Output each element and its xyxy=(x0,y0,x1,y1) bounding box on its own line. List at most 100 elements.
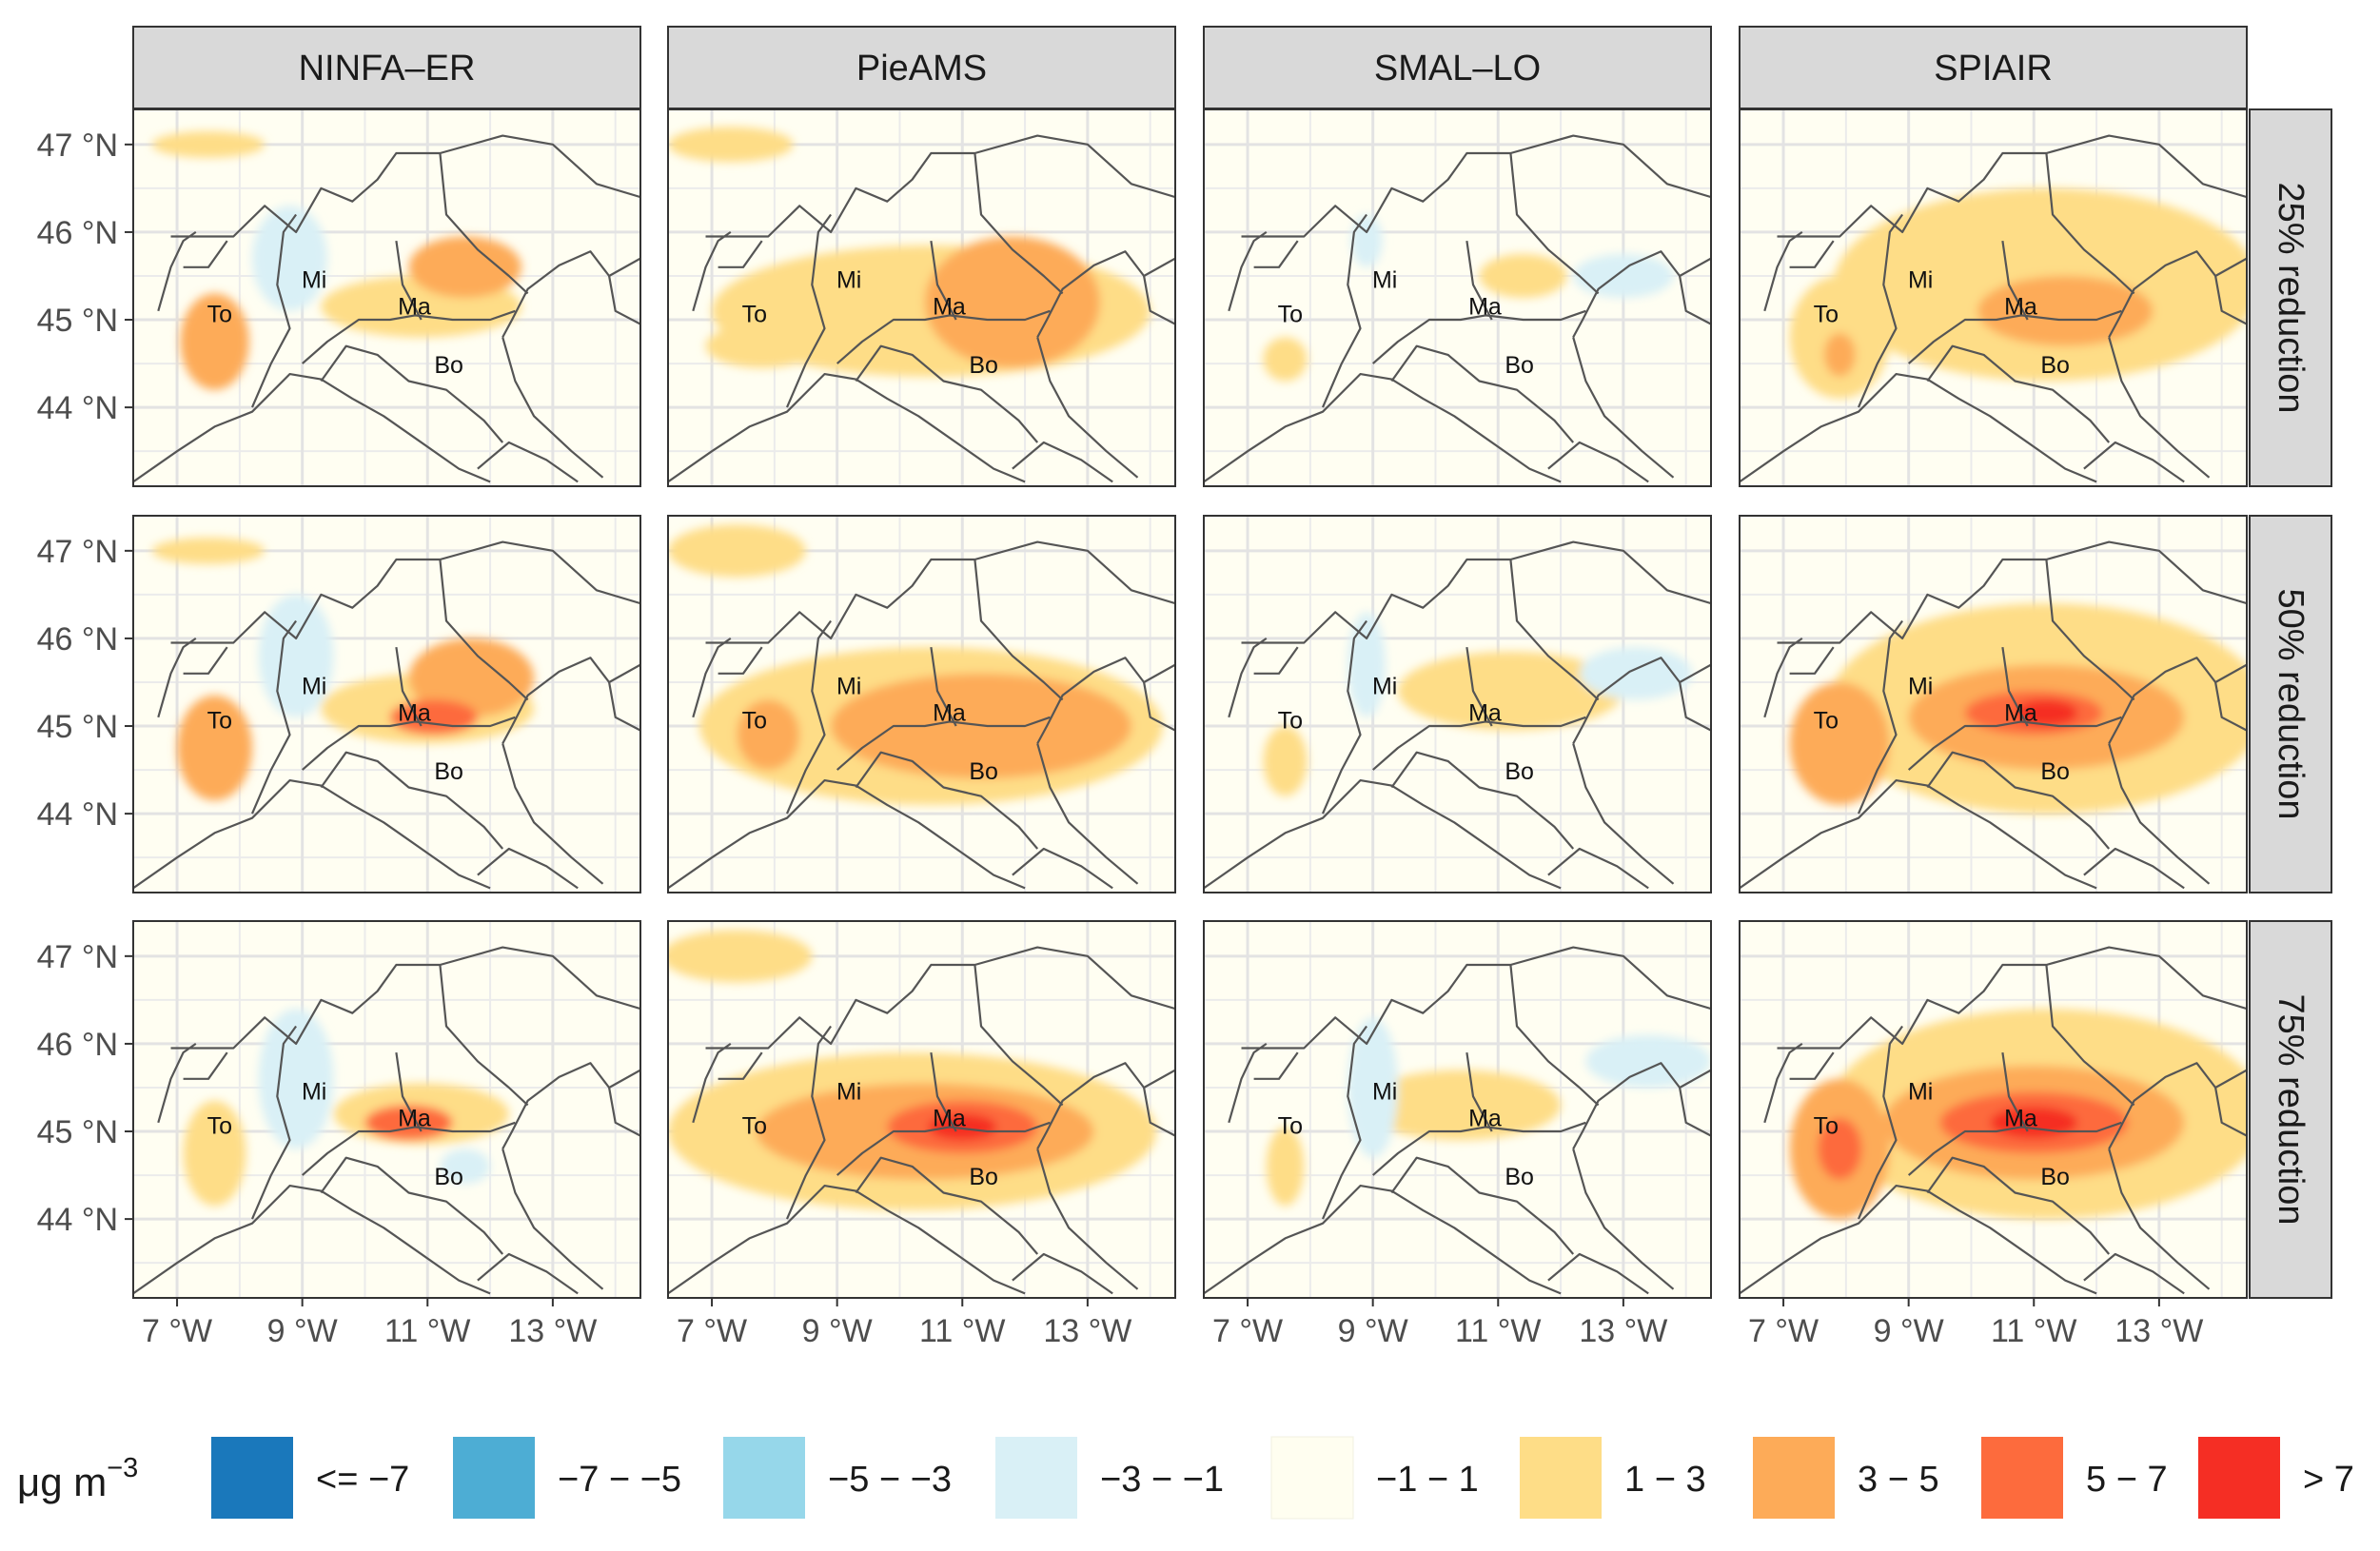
boundary-line xyxy=(930,240,957,321)
y-tick-label: 45 °N xyxy=(37,303,118,339)
x-tick-label: 7 °W xyxy=(677,1313,747,1349)
row-strip-label: 50% reduction xyxy=(2271,589,2311,820)
boundary-line xyxy=(1253,1051,1299,1080)
strip-background xyxy=(2249,920,2332,1299)
legend-swatch xyxy=(995,1437,1077,1519)
city-label: Bo xyxy=(434,1164,463,1190)
strip-background xyxy=(2249,108,2332,487)
city-label: Ma xyxy=(398,699,431,726)
city-label: To xyxy=(1814,302,1839,328)
boundary-line xyxy=(320,751,504,850)
boundary-line xyxy=(502,743,604,885)
city-label: Bo xyxy=(969,758,998,785)
concentration-cell xyxy=(1789,681,1890,805)
city-label: Mi xyxy=(836,1079,861,1106)
boundary-line xyxy=(785,1025,832,1220)
city-label: Mi xyxy=(302,1079,326,1106)
legend-item: <= −7 xyxy=(211,1437,409,1519)
boundary-line xyxy=(1371,309,1586,364)
boundary-line xyxy=(836,716,1051,771)
boundary-line xyxy=(692,230,732,312)
column-strip: SPIAIR xyxy=(1739,26,2248,109)
x-tick-label: 13 °W xyxy=(2114,1313,2203,1349)
concentration-field xyxy=(1266,1017,1711,1207)
boundary-line xyxy=(1740,373,2097,483)
boundary-line xyxy=(1572,743,1675,885)
concentration-cell xyxy=(1585,1034,1711,1088)
panel-border xyxy=(667,108,1176,487)
concentration-cell xyxy=(737,699,800,771)
concentration-cell xyxy=(408,638,535,717)
city-label: Ma xyxy=(2004,699,2037,726)
boundary-line xyxy=(1036,337,1139,479)
x-tick-label: 11 °W xyxy=(1455,1313,1541,1349)
city-label: To xyxy=(742,708,767,735)
city-label: Mi xyxy=(1908,1079,1933,1106)
region-boundaries xyxy=(1204,946,1711,1295)
boundary-line xyxy=(1679,1087,1711,1137)
boundary-line xyxy=(1679,275,1711,325)
panel-border xyxy=(1739,515,2248,893)
boundary-line xyxy=(1763,230,1803,312)
y-tick-label: 47 °N xyxy=(37,534,118,570)
city-label: Ma xyxy=(398,1105,431,1131)
concentration-cell xyxy=(2015,699,2078,727)
city-labels: To Mi Ma Bo xyxy=(1278,674,1534,785)
boundary-line xyxy=(477,441,579,483)
concentration-field xyxy=(183,1009,509,1207)
boundary-line xyxy=(1740,1185,2097,1295)
boundary-line xyxy=(785,619,832,815)
region-boundaries xyxy=(1204,134,1711,483)
legend-swatch xyxy=(723,1437,805,1519)
concentration-cell xyxy=(1263,337,1308,382)
region-boundaries xyxy=(133,946,640,1295)
city-labels: To Mi Ma Bo xyxy=(207,674,463,785)
legend-item: −1 − 1 xyxy=(1270,1436,1479,1520)
y-tick-label: 46 °N xyxy=(37,215,118,251)
boundary-line xyxy=(301,716,516,771)
city-labels: To Mi Ma Bo xyxy=(1814,1079,2070,1190)
boundary-line xyxy=(1907,716,2122,771)
row-strip-label: 25% reduction xyxy=(2271,183,2311,414)
x-tick-label: 13 °W xyxy=(508,1313,597,1349)
region-boundaries xyxy=(1204,540,1711,890)
city-label: To xyxy=(1814,708,1839,735)
column-strips: NINFA–ER PieAMS SMAL–LO SPIAIR xyxy=(132,26,2248,109)
column-strip-label: NINFA–ER xyxy=(299,49,476,88)
boundary-line xyxy=(705,540,1175,644)
x-tick-label: 7 °W xyxy=(1212,1313,1283,1349)
boundary-line xyxy=(1572,1149,1675,1290)
boundary-line xyxy=(1390,1156,1575,1255)
boundary-line xyxy=(1572,337,1675,479)
region-boundaries xyxy=(668,134,1175,483)
boundary-line xyxy=(2214,275,2247,325)
boundary-line xyxy=(1509,964,1600,1107)
x-tick-label: 7 °W xyxy=(142,1313,212,1349)
boundary-line xyxy=(692,637,732,718)
boundary-line xyxy=(439,152,529,295)
boundary-line xyxy=(855,1156,1039,1255)
boundary-line xyxy=(183,1051,228,1080)
city-label: Bo xyxy=(2040,352,2070,379)
boundary-line xyxy=(133,373,491,483)
concentration-field xyxy=(668,930,1157,1210)
boundary-line xyxy=(1253,646,1299,675)
concentration-cell xyxy=(1360,1070,1562,1141)
legend-item: > 7 xyxy=(2198,1437,2354,1519)
boundary-line xyxy=(1321,619,1367,815)
strip-background xyxy=(132,26,641,109)
panel-border xyxy=(132,515,641,893)
column-strip: SMAL–LO xyxy=(1203,26,1712,109)
concentration-field xyxy=(668,127,1151,377)
legend-swatch xyxy=(211,1437,293,1519)
city-label: Bo xyxy=(969,352,998,379)
concentration-cell xyxy=(252,206,327,311)
boundary-line xyxy=(1371,716,1586,771)
concentration-cell xyxy=(705,324,818,368)
boundary-line xyxy=(608,681,640,732)
boundary-line xyxy=(250,619,297,815)
concentration-cell xyxy=(668,930,813,983)
concentration-cell xyxy=(258,1009,334,1149)
city-labels: To Mi Ma Bo xyxy=(1278,267,1534,379)
concentration-cell xyxy=(924,236,1101,368)
